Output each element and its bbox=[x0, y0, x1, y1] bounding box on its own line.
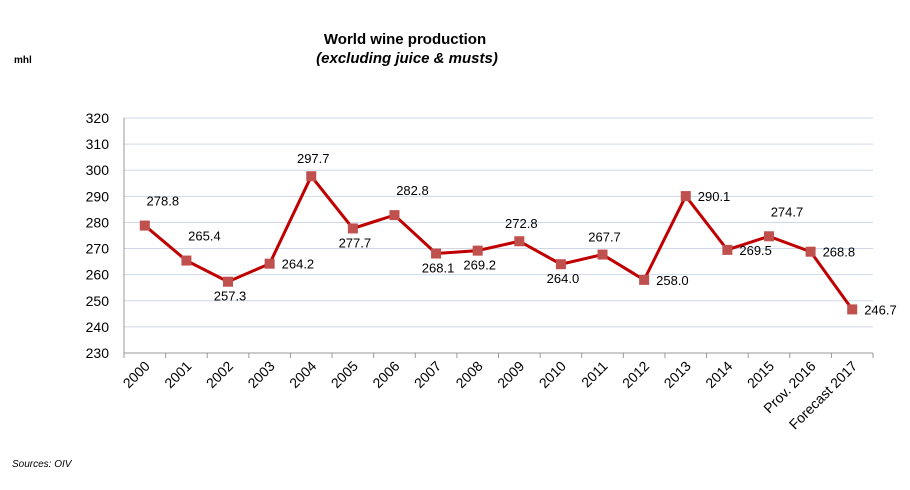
y-tick-label: 280 bbox=[86, 214, 110, 230]
data-label: 297.7 bbox=[297, 151, 330, 166]
data-point bbox=[431, 248, 442, 259]
y-tick-label: 240 bbox=[86, 319, 110, 335]
data-label: 246.7 bbox=[864, 302, 897, 317]
data-point bbox=[680, 191, 691, 202]
data-label: 265.4 bbox=[188, 229, 221, 244]
x-tick-label: 2012 bbox=[619, 358, 652, 391]
y-tick-label: 300 bbox=[86, 162, 110, 178]
y-tick-label: 230 bbox=[86, 345, 110, 361]
data-label: 274.7 bbox=[771, 204, 804, 219]
x-tick-label: 2009 bbox=[494, 358, 527, 391]
x-tick-label: 2005 bbox=[328, 358, 361, 391]
y-unit-label: mhl bbox=[14, 55, 32, 66]
data-point bbox=[264, 258, 275, 269]
data-point bbox=[472, 245, 483, 256]
data-point bbox=[181, 255, 192, 266]
data-label: 268.1 bbox=[422, 261, 455, 276]
data-label: 257.3 bbox=[214, 289, 247, 304]
data-labels: 278.8 265.4 257.3 264.2 297.7 277.7 282.8 268.1… bbox=[147, 151, 897, 317]
markers bbox=[139, 171, 858, 315]
data-label: 272.8 bbox=[505, 216, 538, 231]
data-point bbox=[223, 276, 234, 287]
gridlines bbox=[124, 117, 873, 328]
y-tick-label: 320 bbox=[86, 110, 110, 126]
x-tick-label: 2011 bbox=[578, 358, 611, 391]
x-tick-label: 2008 bbox=[452, 358, 485, 391]
data-label: 258.0 bbox=[656, 273, 689, 288]
y-tick-label: 290 bbox=[86, 188, 110, 204]
data-label: 278.8 bbox=[147, 194, 180, 209]
data-point bbox=[722, 244, 733, 255]
data-point bbox=[597, 249, 608, 260]
data-point bbox=[514, 236, 525, 247]
x-tick-label: 2004 bbox=[286, 358, 319, 391]
x-tick-label: 2015 bbox=[744, 358, 777, 391]
x-tick-label: 2000 bbox=[120, 358, 153, 391]
data-label: 282.8 bbox=[396, 183, 429, 198]
x-tick-label: 2002 bbox=[203, 358, 236, 391]
x-tick-label: 2013 bbox=[661, 358, 694, 391]
x-tick-labels: 2000 2001 2002 2003 2004 2005 2006 2007 2008 2009… bbox=[120, 358, 861, 433]
data-point bbox=[805, 246, 816, 257]
data-point bbox=[139, 220, 150, 231]
series-line bbox=[143, 173, 854, 311]
data-label: 264.2 bbox=[282, 257, 315, 272]
x-tick-label: 2007 bbox=[411, 358, 444, 391]
data-point bbox=[555, 259, 566, 270]
x-tick-label: 2010 bbox=[536, 358, 569, 391]
source-note: Sources: OIV bbox=[12, 459, 73, 470]
y-tick-label: 260 bbox=[86, 267, 110, 283]
data-label: 269.5 bbox=[739, 243, 772, 258]
series-line-layer bbox=[143, 173, 854, 311]
data-label: 264.0 bbox=[547, 271, 580, 286]
x-tick-label: 2006 bbox=[369, 358, 402, 391]
data-point bbox=[763, 231, 774, 242]
axes bbox=[123, 118, 874, 358]
y-tick-label: 250 bbox=[86, 293, 110, 309]
chart-subtitle: (excluding juice & musts) bbox=[316, 50, 498, 67]
data-point bbox=[306, 171, 317, 182]
y-tick-label: 270 bbox=[86, 241, 110, 257]
data-label: 268.8 bbox=[823, 245, 856, 260]
data-point bbox=[347, 223, 358, 234]
data-point bbox=[847, 304, 858, 315]
data-point bbox=[389, 210, 400, 221]
data-label: 277.7 bbox=[339, 235, 372, 250]
data-label: 290.1 bbox=[698, 189, 731, 204]
y-tick-label: 310 bbox=[86, 136, 110, 152]
data-label: 267.7 bbox=[588, 230, 621, 245]
y-tick-labels: 230 240 250 260 270 280 290 300 310 320 bbox=[86, 110, 110, 361]
data-point bbox=[639, 274, 650, 285]
x-tick-label: 2001 bbox=[161, 358, 194, 391]
data-label: 269.2 bbox=[463, 258, 496, 273]
chart-title: World wine production bbox=[324, 31, 486, 48]
x-tick-label: 2014 bbox=[702, 358, 735, 391]
x-tick-label: 2003 bbox=[244, 358, 277, 391]
